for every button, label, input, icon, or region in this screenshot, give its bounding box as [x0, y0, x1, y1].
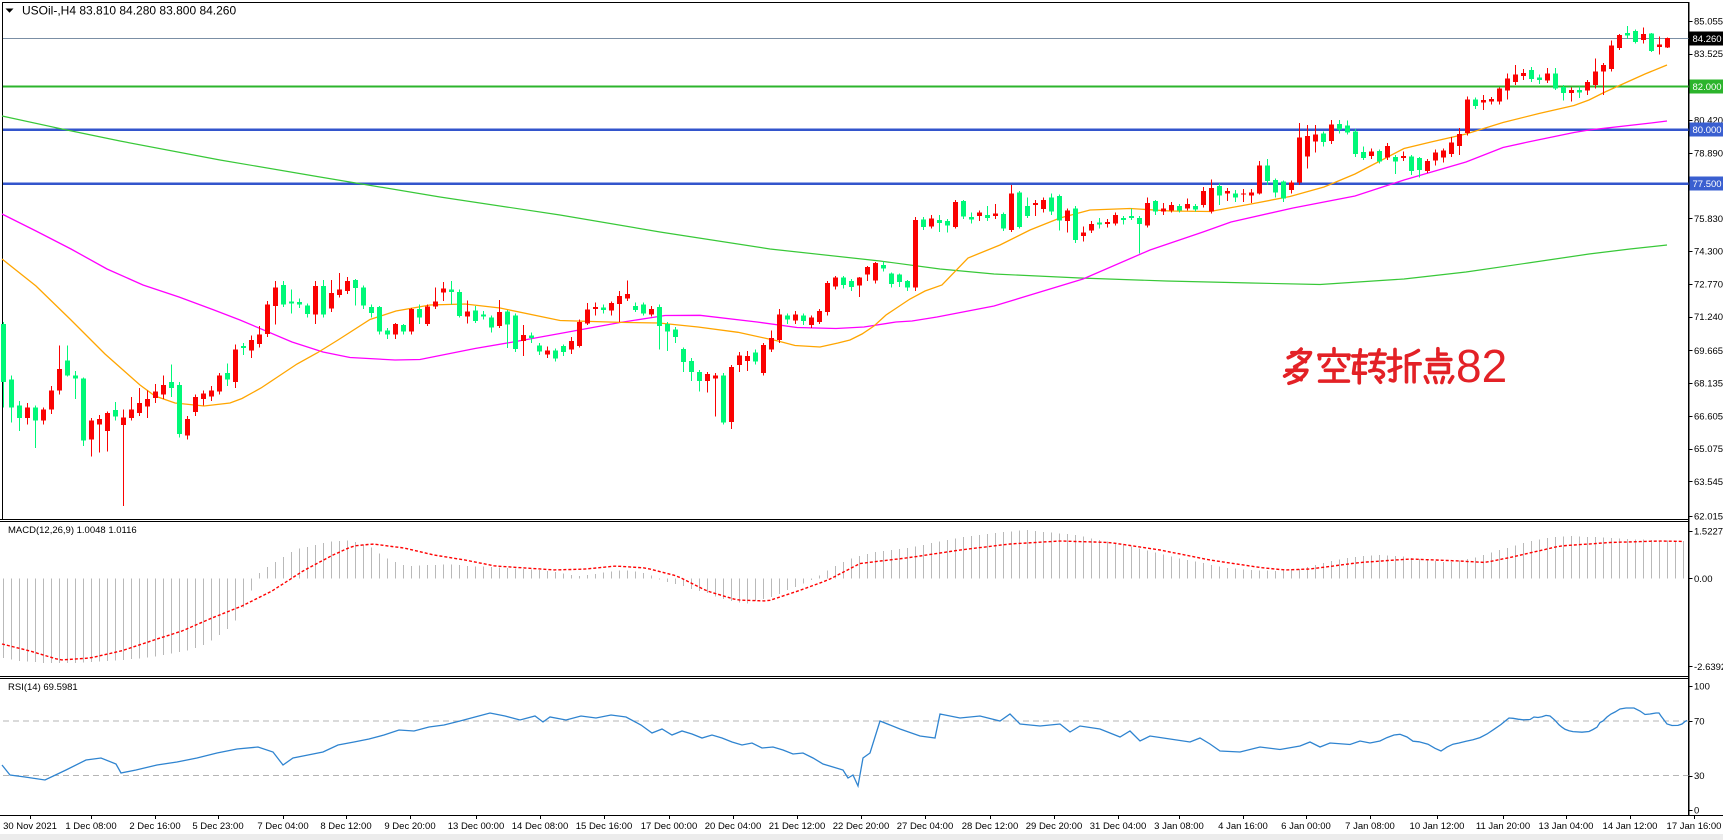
svg-text:1 Dec 08:00: 1 Dec 08:00	[65, 821, 116, 832]
svg-text:22 Dec 20:00: 22 Dec 20:00	[833, 821, 890, 832]
svg-text:5 Dec 23:00: 5 Dec 23:00	[192, 821, 243, 832]
svg-text:20 Dec 04:00: 20 Dec 04:00	[705, 821, 762, 832]
svg-text:31 Dec 04:00: 31 Dec 04:00	[1090, 821, 1147, 832]
svg-text:28 Dec 12:00: 28 Dec 12:00	[962, 821, 1019, 832]
svg-text:69.665: 69.665	[1694, 346, 1723, 357]
svg-text:1.5227: 1.5227	[1694, 527, 1723, 538]
svg-text:10 Jan 12:00: 10 Jan 12:00	[1410, 821, 1465, 832]
svg-text:27 Dec 04:00: 27 Dec 04:00	[897, 821, 954, 832]
svg-text:78.890: 78.890	[1694, 148, 1723, 159]
svg-text:21 Dec 12:00: 21 Dec 12:00	[769, 821, 826, 832]
svg-text:62.015: 62.015	[1694, 512, 1723, 523]
svg-text:82.000: 82.000	[1693, 82, 1722, 93]
svg-text:71.240: 71.240	[1694, 312, 1723, 323]
svg-text:9 Dec 20:00: 9 Dec 20:00	[384, 821, 435, 832]
svg-text:2 Dec 16:00: 2 Dec 16:00	[129, 821, 180, 832]
svg-text:-2.6392: -2.6392	[1694, 662, 1723, 673]
svg-text:75.830: 75.830	[1694, 214, 1723, 225]
svg-text:15 Dec 16:00: 15 Dec 16:00	[576, 821, 633, 832]
svg-text:0.00: 0.00	[1694, 574, 1713, 585]
svg-text:11 Jan 20:00: 11 Jan 20:00	[1476, 821, 1530, 832]
svg-text:74.300: 74.300	[1694, 247, 1723, 258]
svg-text:77.500: 77.500	[1693, 179, 1722, 190]
svg-text:100: 100	[1694, 682, 1710, 693]
svg-text:68.135: 68.135	[1694, 379, 1723, 390]
svg-text:13 Dec 00:00: 13 Dec 00:00	[448, 821, 505, 832]
svg-text:70: 70	[1694, 717, 1705, 728]
svg-text:7 Dec 04:00: 7 Dec 04:00	[257, 821, 308, 832]
svg-text:85.055: 85.055	[1694, 16, 1723, 27]
svg-text:72.770: 72.770	[1694, 279, 1723, 290]
svg-text:82: 82	[1456, 340, 1507, 392]
svg-text:0: 0	[1694, 806, 1699, 817]
svg-text:4 Jan 16:00: 4 Jan 16:00	[1218, 821, 1268, 832]
svg-text:17 Jan 16:00: 17 Jan 16:00	[1667, 821, 1722, 832]
svg-text:MACD(12,26,9) 1.0048 1.0116: MACD(12,26,9) 1.0048 1.0116	[8, 525, 137, 536]
svg-text:80.000: 80.000	[1693, 125, 1722, 136]
svg-text:65.075: 65.075	[1694, 444, 1723, 455]
svg-text:30 Nov 2021: 30 Nov 2021	[3, 821, 57, 832]
svg-text:63.545: 63.545	[1694, 477, 1723, 488]
svg-text:29 Dec 20:00: 29 Dec 20:00	[1026, 821, 1083, 832]
svg-text:84.260: 84.260	[1693, 34, 1722, 45]
svg-text:USOil-,H4 83.810 84.280 83.80: USOil-,H4 83.810 84.280 83.800 84.260	[22, 4, 236, 18]
svg-text:7 Jan 08:00: 7 Jan 08:00	[1345, 821, 1395, 832]
svg-text:3 Jan 08:00: 3 Jan 08:00	[1154, 821, 1204, 832]
svg-text:14 Dec 08:00: 14 Dec 08:00	[512, 821, 569, 832]
svg-text:8 Dec 12:00: 8 Dec 12:00	[320, 821, 371, 832]
svg-text:80.420: 80.420	[1694, 116, 1723, 127]
svg-text:13 Jan 04:00: 13 Jan 04:00	[1539, 821, 1594, 832]
svg-text:17 Dec 00:00: 17 Dec 00:00	[641, 821, 698, 832]
svg-text:6 Jan 00:00: 6 Jan 00:00	[1281, 821, 1331, 832]
svg-text:30: 30	[1694, 771, 1705, 782]
svg-text:14 Jan 12:00: 14 Jan 12:00	[1603, 821, 1658, 832]
svg-text:83.525: 83.525	[1694, 49, 1723, 60]
svg-text:RSI(14) 69.5981: RSI(14) 69.5981	[8, 682, 78, 693]
svg-text:66.605: 66.605	[1694, 411, 1723, 422]
